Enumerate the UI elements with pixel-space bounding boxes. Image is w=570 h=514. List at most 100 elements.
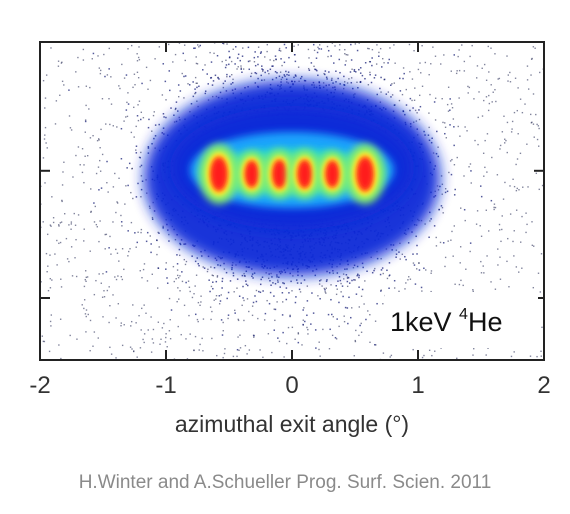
noise-dot [109, 235, 111, 238]
noise-dot [539, 291, 542, 293]
halo-dot [358, 276, 360, 279]
halo-dot [302, 323, 304, 326]
noise-dot [202, 318, 205, 320]
noise-dot [248, 310, 250, 313]
halo-dot [308, 69, 311, 71]
halo-dot [280, 58, 282, 60]
halo-dot [136, 241, 139, 244]
halo-dot [104, 75, 106, 78]
noise-dot [380, 289, 382, 291]
halo-dot [245, 270, 248, 273]
noise-dot [242, 68, 245, 70]
noise-dot [302, 319, 304, 321]
halo-dot [317, 74, 319, 77]
noise-dot [156, 287, 159, 289]
noise-dot [65, 237, 68, 240]
noise-dot [193, 349, 195, 351]
noise-dot [201, 337, 203, 340]
noise-dot [462, 284, 464, 287]
noise-dot [165, 99, 167, 101]
noise-dot [413, 99, 416, 101]
noise-dot [317, 46, 319, 49]
noise-dot [324, 291, 326, 293]
noise-dot [83, 228, 85, 230]
noise-dot [413, 49, 415, 52]
halo-dot [232, 274, 235, 277]
noise-dot [519, 98, 522, 100]
noise-dot [369, 313, 371, 316]
noise-dot [222, 86, 225, 89]
halo-dot [419, 105, 422, 108]
halo-dot [120, 127, 123, 130]
halo-dot [237, 53, 240, 56]
noise-dot [336, 288, 338, 290]
noise-dot [530, 113, 532, 116]
halo-dot [225, 64, 228, 66]
noise-dot [482, 152, 485, 154]
halo-dot [433, 225, 436, 227]
halo-dot [226, 297, 228, 300]
halo-dot [231, 268, 233, 271]
noise-dot [421, 356, 424, 359]
noise-dot [232, 48, 234, 50]
noise-dot [121, 278, 124, 281]
halo-dot [217, 77, 219, 79]
noise-dot [90, 211, 92, 213]
noise-dot [531, 244, 534, 247]
halo-dot [399, 77, 401, 80]
noise-dot [251, 314, 254, 317]
noise-dot [430, 272, 432, 274]
halo-dot [148, 118, 150, 121]
noise-dot [58, 242, 60, 245]
noise-dot [405, 88, 407, 91]
noise-dot [47, 265, 49, 267]
noise-dot [194, 285, 196, 287]
halo-dot [221, 277, 224, 280]
noise-dot [139, 270, 141, 272]
halo-dot [257, 63, 259, 66]
halo-dot [302, 309, 304, 311]
noise-dot [223, 43, 225, 45]
noise-dot [512, 240, 514, 243]
noise-dot [239, 334, 241, 336]
halo-dot [253, 334, 255, 337]
halo-dot [440, 205, 443, 207]
noise-dot [520, 241, 522, 243]
noise-dot [286, 342, 288, 345]
noise-dot [481, 115, 484, 117]
halo-dot [151, 218, 154, 220]
noise-dot [335, 338, 338, 340]
halo-dot [106, 160, 108, 163]
noise-dot [73, 212, 75, 215]
noise-dot [200, 301, 202, 303]
halo-dot [192, 95, 195, 98]
halo-dot [347, 276, 350, 279]
halo-dot [366, 270, 368, 272]
peak-red [358, 159, 373, 189]
noise-dot [452, 255, 454, 257]
noise-dot [125, 185, 127, 187]
noise-dot [43, 138, 46, 140]
halo-dot [294, 74, 297, 76]
noise-dot [318, 341, 320, 343]
halo-dot [304, 320, 306, 323]
noise-dot [538, 188, 540, 191]
halo-dot [269, 280, 271, 282]
halo-dot [358, 68, 360, 71]
halo-dot [398, 251, 400, 253]
noise-dot [394, 62, 396, 64]
noise-dot [464, 219, 466, 222]
noise-dot [123, 324, 125, 326]
noise-dot [428, 73, 430, 76]
noise-dot [498, 223, 501, 226]
halo-dot [341, 285, 344, 287]
noise-dot [253, 336, 255, 338]
noise-dot [453, 164, 456, 166]
halo-dot [347, 322, 349, 325]
noise-dot [521, 267, 523, 269]
noise-dot [435, 245, 438, 247]
noise-dot [127, 255, 129, 257]
halo-dot [369, 61, 372, 63]
noise-dot [369, 71, 371, 74]
